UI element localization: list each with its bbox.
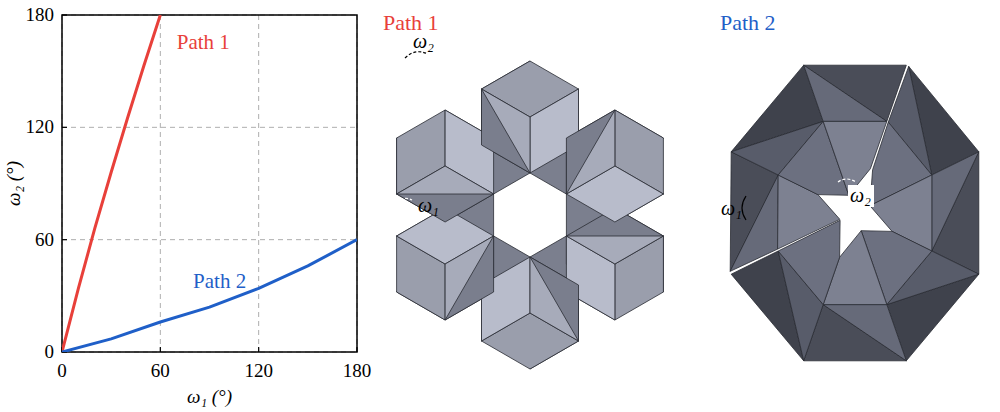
y-tick bbox=[62, 127, 67, 128]
y-grid bbox=[62, 127, 357, 128]
y-axis-title: ω₂ (°) bbox=[3, 161, 25, 206]
face bbox=[932, 152, 979, 251]
x-grid bbox=[258, 15, 259, 352]
angle-arc bbox=[405, 52, 428, 58]
connector bbox=[397, 110, 494, 320]
x-tick-label: 60 bbox=[151, 360, 170, 381]
series-label: Path 2 bbox=[193, 269, 246, 293]
series-group bbox=[62, 15, 357, 352]
face bbox=[730, 175, 778, 271]
angle-arc bbox=[742, 196, 746, 220]
x-tick bbox=[356, 347, 357, 352]
angle-arc bbox=[392, 198, 412, 205]
x-tick bbox=[160, 347, 161, 352]
diagram-title: Path 2 bbox=[720, 10, 776, 35]
face bbox=[566, 236, 663, 264]
series-label: Path 1 bbox=[177, 30, 230, 54]
series-line bbox=[62, 240, 357, 352]
series-line bbox=[62, 15, 160, 352]
y-grid bbox=[62, 239, 357, 240]
connector bbox=[482, 61, 664, 222]
label-patch bbox=[848, 185, 874, 207]
face bbox=[482, 89, 531, 173]
x-tick-label: 0 bbox=[57, 360, 67, 381]
origami-path-1 bbox=[397, 61, 664, 369]
y-tick-label: 120 bbox=[26, 116, 55, 137]
connector bbox=[397, 89, 579, 222]
figure: 0 60 120 180 0 60 120 180 ω₁ (°) ω₂ (°) Path 1 Path… bbox=[0, 0, 1000, 412]
y-tick-label: 60 bbox=[35, 229, 54, 250]
plot-frame bbox=[62, 15, 357, 352]
origami-path-2 bbox=[730, 65, 979, 361]
x-tick bbox=[258, 347, 259, 352]
face bbox=[804, 65, 887, 121]
y-tick-label: 0 bbox=[45, 341, 55, 362]
x-tick-label: 120 bbox=[244, 360, 273, 381]
y-tick bbox=[62, 239, 67, 240]
angle-label: ω₂ bbox=[850, 184, 871, 206]
angle-label: ω₁ bbox=[418, 194, 439, 216]
angle-label: ω₁ bbox=[721, 197, 742, 219]
y-tick bbox=[62, 14, 67, 15]
connector bbox=[397, 208, 579, 369]
x-grid bbox=[160, 15, 161, 352]
face bbox=[445, 236, 494, 320]
face bbox=[823, 305, 906, 361]
angle-arc bbox=[838, 179, 856, 182]
face bbox=[566, 110, 615, 194]
face bbox=[804, 65, 907, 121]
face bbox=[530, 257, 579, 341]
x-tick-label: 180 bbox=[343, 360, 372, 381]
x-axis-title: ω₁ (°) bbox=[187, 386, 232, 408]
face bbox=[397, 166, 494, 194]
connector bbox=[566, 110, 663, 320]
angle-label: ω₂ bbox=[413, 30, 434, 52]
y-tick-label: 180 bbox=[26, 4, 55, 25]
